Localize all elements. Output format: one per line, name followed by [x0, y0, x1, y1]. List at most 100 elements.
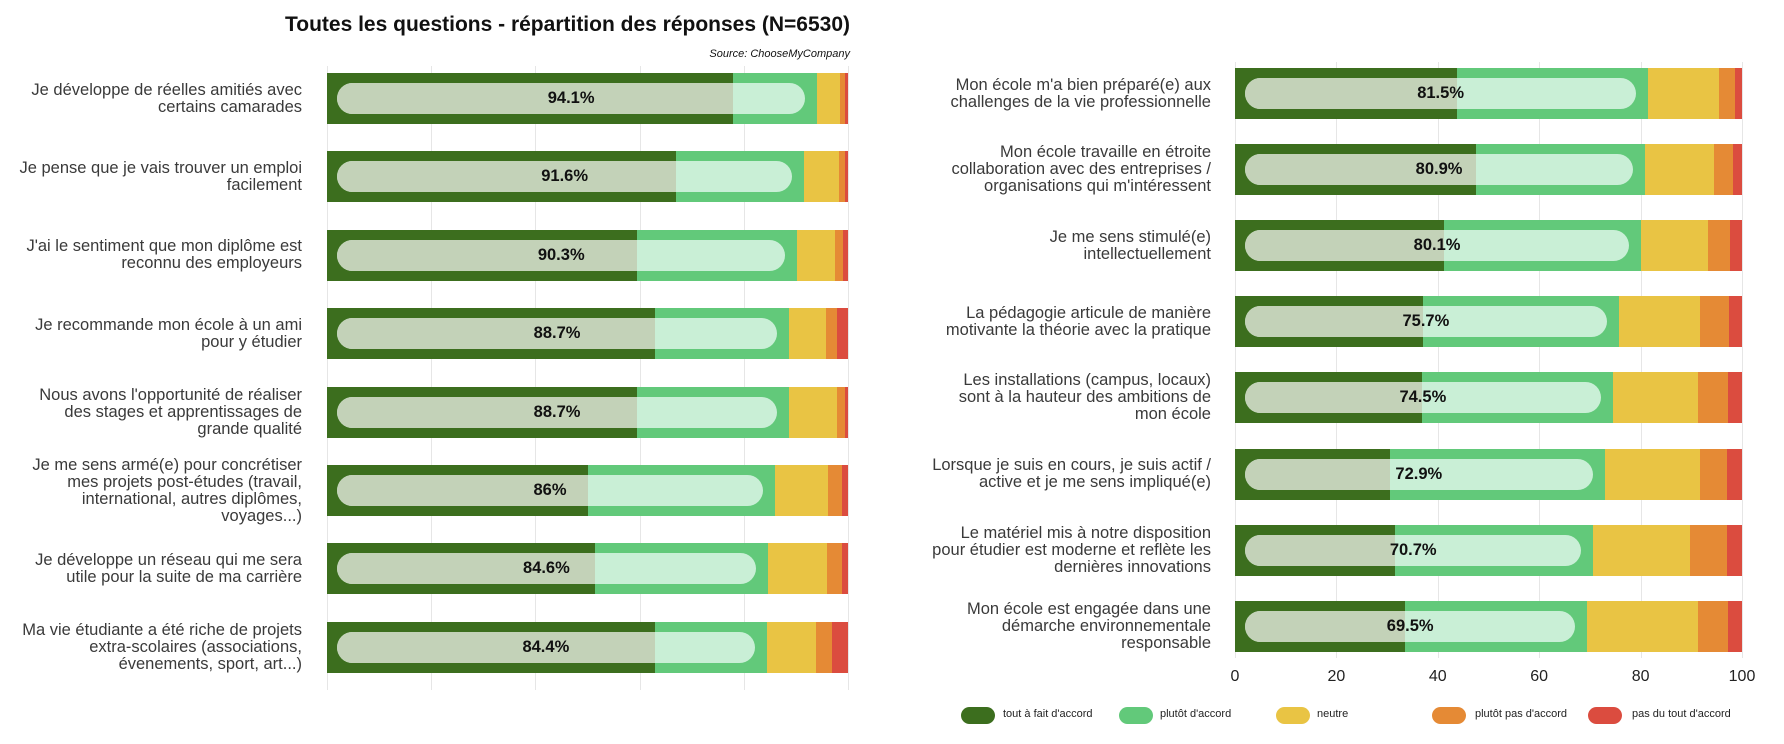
bar-segment-plutot-pas[interactable]	[834, 229, 844, 281]
category-label: Nous avons l'opportunité de réaliser des…	[39, 385, 302, 438]
bar-segment-neutre[interactable]	[817, 73, 841, 124]
bar-segment-pas-du-tout[interactable]	[843, 229, 848, 281]
bar-segment-neutre[interactable]	[1612, 372, 1699, 424]
agree-pill	[337, 396, 778, 428]
agree-percentage-label: 84.6%	[522, 559, 570, 578]
x-tick-label: 60	[1530, 668, 1549, 685]
bar-segment-pas-du-tout[interactable]	[1728, 600, 1742, 652]
agree-pill	[1245, 154, 1634, 186]
bar-segment-pas-du-tout[interactable]	[1727, 372, 1742, 424]
category-label: Lorsque je suis en cours, je suis actif …	[932, 456, 1211, 491]
bar-segment-plutot-pas[interactable]	[816, 621, 833, 673]
bar-segment-neutre[interactable]	[766, 621, 817, 673]
bar-segment-pas-du-tout[interactable]	[1729, 220, 1742, 272]
bar-segment-neutre[interactable]	[1604, 448, 1700, 500]
bar-row[interactable]: 69.5%	[1235, 600, 1742, 652]
bar-segment-plutot-pas[interactable]	[1689, 524, 1727, 576]
bar-row[interactable]: 80.1%	[1235, 220, 1742, 272]
bar-segment-pas-du-tout[interactable]	[844, 73, 848, 124]
gridline	[639, 66, 641, 690]
agree-pill-strong-part	[1245, 534, 1395, 566]
category-label: Je développe un réseau qui me sera utile…	[35, 550, 302, 586]
legend-label-neutre: neutre	[1317, 708, 1349, 720]
bar-segment-neutre[interactable]	[789, 386, 837, 438]
bar-segment-plutot-pas[interactable]	[1699, 296, 1730, 348]
bar-segment-pas-du-tout[interactable]	[1729, 296, 1742, 348]
bar-segment-pas-du-tout[interactable]	[845, 386, 848, 438]
agree-pill	[337, 631, 755, 663]
agree-pill-strong-part	[1245, 610, 1405, 642]
agree-percentage-label: 80.1%	[1413, 236, 1461, 255]
agree-pill	[1245, 610, 1576, 642]
bar-segment-neutre[interactable]	[1648, 68, 1720, 119]
category-label: Mon école m'a bien préparé(e) aux challe…	[950, 75, 1211, 111]
bar-segment-pas-du-tout[interactable]	[837, 308, 848, 360]
category-label: Je me sens armé(e) pour concrétiser mes …	[32, 455, 302, 525]
agree-pill	[1245, 230, 1630, 262]
bar-segment-pas-du-tout[interactable]	[832, 621, 848, 673]
bar-segment-pas-du-tout[interactable]	[1734, 68, 1742, 119]
bar-segment-plutot-pas[interactable]	[826, 543, 842, 595]
category-label: Je développe de réelles amitiés avec cer…	[31, 80, 302, 116]
bar-segment-neutre[interactable]	[767, 543, 827, 595]
bar-row[interactable]: 91.6%	[327, 151, 848, 203]
agree-pill-strong-part	[1245, 458, 1390, 490]
bar-segment-neutre[interactable]	[789, 308, 827, 360]
agree-percentage-label: 80.9%	[1415, 160, 1463, 179]
bar-row[interactable]: 86%	[327, 465, 848, 516]
bar-segment-plutot-pas[interactable]	[826, 308, 838, 360]
gridline	[1539, 62, 1541, 658]
bar-row[interactable]: 84.4%	[327, 621, 848, 673]
agree-pill-strong-part	[1245, 154, 1476, 186]
bar-segment-pas-du-tout[interactable]	[1727, 448, 1742, 500]
category-label: Je me sens stimulé(e) intellectuellement	[1049, 227, 1211, 263]
bar-row[interactable]: 88.7%	[327, 386, 848, 438]
bar-segment-plutot-pas[interactable]	[1714, 144, 1734, 196]
bar-row[interactable]: 94.1%	[327, 73, 848, 124]
bar-segment-pas-du-tout[interactable]	[841, 543, 848, 595]
gridline	[743, 66, 745, 690]
bar-row[interactable]: 70.7%	[1235, 524, 1742, 576]
bar-segment-pas-du-tout[interactable]	[1726, 524, 1742, 576]
bar-segment-neutre[interactable]	[797, 229, 835, 281]
bar-row[interactable]: 88.7%	[327, 308, 848, 360]
bar-segment-plutot-pas[interactable]	[1698, 372, 1728, 424]
bar-segment-plutot-pas[interactable]	[827, 465, 842, 516]
bar-row[interactable]: 74.5%	[1235, 372, 1742, 424]
bar-segment-neutre[interactable]	[1641, 220, 1709, 272]
agree-pill-strong-part	[337, 631, 656, 663]
bar-segment-pas-du-tout[interactable]	[844, 151, 848, 203]
bar-segment-plutot-pas[interactable]	[1699, 448, 1728, 500]
bar-segment-neutre[interactable]	[804, 151, 840, 203]
bar-row[interactable]: 72.9%	[1235, 448, 1742, 500]
legend-swatch-tout-a-fait	[961, 707, 995, 724]
bar-segment-plutot-pas[interactable]	[840, 73, 845, 124]
bar-segment-neutre[interactable]	[1618, 296, 1700, 348]
bar-row[interactable]: 84.6%	[327, 543, 848, 595]
agree-percentage-label: 70.7%	[1389, 540, 1437, 559]
bar-row[interactable]: 80.9%	[1235, 144, 1742, 196]
agree-pill-strong-part	[1245, 382, 1422, 414]
agree-pill-strong-part	[1245, 78, 1457, 109]
legend-label-plutot: plutôt d'accord	[1160, 708, 1232, 720]
bar-segment-plutot-pas[interactable]	[1719, 68, 1735, 119]
x-tick-label: 40	[1428, 668, 1447, 685]
bar-segment-plutot-pas[interactable]	[1708, 220, 1730, 272]
legend-swatch-plutot	[1119, 707, 1153, 724]
bar-segment-plutot-pas[interactable]	[1698, 600, 1729, 652]
bar-row[interactable]: 81.5%	[1235, 68, 1742, 119]
agree-percentage-label: 81.5%	[1417, 84, 1464, 102]
bar-segment-neutre[interactable]	[1587, 600, 1699, 652]
bar-segment-plutot-pas[interactable]	[839, 151, 845, 203]
bar-row[interactable]: 75.7%	[1235, 296, 1742, 348]
bar-segment-pas-du-tout[interactable]	[1733, 144, 1742, 196]
category-label: Je pense que je vais trouver un emploi f…	[19, 158, 303, 194]
category-label: J'ai le sentiment que mon diplôme est re…	[26, 237, 302, 273]
legend-swatch-pas-du-tout	[1588, 707, 1622, 724]
bar-segment-neutre[interactable]	[1645, 144, 1715, 196]
bar-row[interactable]: 90.3%	[327, 229, 848, 281]
bar-segment-neutre[interactable]	[1593, 524, 1690, 576]
bar-segment-plutot-pas[interactable]	[836, 386, 846, 438]
bar-segment-pas-du-tout[interactable]	[841, 465, 848, 516]
bar-segment-neutre[interactable]	[775, 465, 828, 516]
